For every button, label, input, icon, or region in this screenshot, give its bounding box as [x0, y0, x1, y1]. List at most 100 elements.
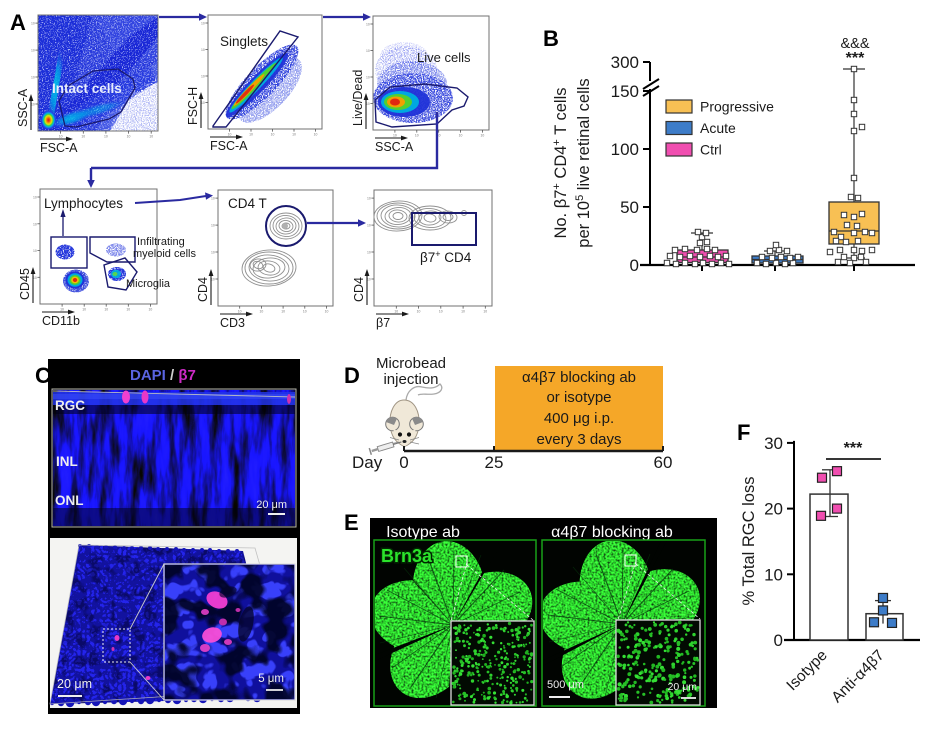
svg-text:10: 10	[211, 197, 215, 201]
svg-text:10: 10	[201, 101, 205, 105]
svg-text:Live/Dead: Live/Dead	[351, 70, 365, 126]
svg-text:50: 50	[620, 198, 639, 217]
svg-text:10: 10	[148, 308, 152, 312]
svg-text:***: ***	[844, 440, 863, 457]
svg-text:β7+ CD4: β7+ CD4	[420, 249, 472, 265]
svg-text:10: 10	[481, 134, 485, 138]
svg-text:300: 300	[611, 53, 639, 72]
svg-text:β7: β7	[376, 316, 390, 330]
svg-text:10: 10	[439, 310, 443, 314]
svg-text:10: 10	[271, 133, 275, 137]
svg-text:Live cells: Live cells	[417, 50, 471, 65]
svg-text:20 μm: 20 μm	[57, 677, 92, 691]
svg-text:10: 10	[483, 310, 487, 314]
svg-text:10: 10	[201, 48, 205, 52]
svg-text:60: 60	[654, 453, 673, 472]
svg-text:10: 10	[211, 224, 215, 228]
svg-text:D: D	[344, 363, 360, 388]
svg-text:10: 10	[249, 133, 253, 137]
svg-text:α4β7 blocking ab: α4β7 blocking ab	[522, 369, 636, 386]
svg-text:myeloid cells: myeloid cells	[133, 248, 196, 260]
svg-text:CD11b: CD11b	[42, 314, 80, 328]
svg-text:10: 10	[31, 76, 35, 80]
svg-text:per 105 live retinal cells: per 105 live retinal cells	[574, 78, 593, 247]
svg-text:10: 10	[201, 21, 205, 25]
svg-text:500 μm: 500 μm	[547, 679, 584, 691]
svg-text:10: 10	[211, 251, 215, 255]
svg-text:10: 10	[104, 308, 108, 312]
svg-text:Isotype ab: Isotype ab	[386, 524, 460, 541]
svg-text:10: 10	[33, 276, 37, 280]
svg-text:injection: injection	[383, 371, 438, 388]
svg-text:INL: INL	[56, 454, 78, 469]
svg-text:10: 10	[367, 197, 371, 201]
svg-text:E: E	[344, 510, 359, 535]
svg-text:10: 10	[81, 135, 85, 139]
svg-text:10: 10	[126, 308, 130, 312]
svg-text:10: 10	[764, 565, 783, 584]
svg-text:B: B	[543, 26, 559, 51]
svg-text:10: 10	[394, 310, 398, 314]
svg-text:30: 30	[764, 434, 783, 453]
svg-text:10: 10	[367, 224, 371, 228]
svg-text:Brn3a: Brn3a	[381, 546, 433, 566]
svg-text:every 3 days: every 3 days	[536, 431, 621, 448]
svg-text:10: 10	[31, 49, 35, 53]
svg-text:10: 10	[325, 310, 329, 314]
svg-text:10: 10	[366, 49, 370, 53]
svg-text:or isotype: or isotype	[546, 389, 611, 406]
svg-text:10: 10	[303, 310, 307, 314]
svg-text:0: 0	[399, 453, 408, 472]
svg-text:Microglia: Microglia	[126, 278, 171, 290]
svg-text:CD4: CD4	[352, 277, 366, 302]
svg-text:10: 10	[31, 103, 35, 107]
svg-text:10: 10	[366, 75, 370, 79]
svg-text:10: 10	[33, 196, 37, 200]
svg-text:C: C	[35, 363, 51, 388]
svg-text:10: 10	[149, 135, 153, 139]
svg-text:A: A	[10, 10, 26, 35]
svg-text:25: 25	[485, 453, 504, 472]
svg-text:SSC-A: SSC-A	[375, 140, 414, 154]
svg-text:DAPI / β7: DAPI / β7	[130, 367, 196, 384]
svg-text:CD4: CD4	[196, 277, 210, 302]
svg-text:Acute: Acute	[700, 120, 736, 136]
svg-text:10: 10	[437, 134, 441, 138]
svg-text:20: 20	[764, 500, 783, 519]
svg-text:***: ***	[846, 50, 865, 67]
svg-text:F: F	[737, 420, 750, 445]
svg-text:10: 10	[366, 22, 370, 26]
svg-text:α4β7 blocking ab: α4β7 blocking ab	[551, 524, 673, 541]
svg-text:FSC-H: FSC-H	[186, 87, 200, 125]
svg-text:10: 10	[281, 310, 285, 314]
svg-text:10: 10	[415, 134, 419, 138]
svg-text:10: 10	[59, 135, 63, 139]
svg-text:FSC-A: FSC-A	[40, 141, 78, 155]
svg-text:CD4 T: CD4 T	[228, 196, 267, 211]
svg-text:10: 10	[393, 134, 397, 138]
svg-text:ONL: ONL	[55, 493, 84, 508]
svg-text:10: 10	[31, 22, 35, 26]
svg-text:10: 10	[82, 308, 86, 312]
svg-text:100: 100	[611, 140, 639, 159]
svg-text:10: 10	[417, 310, 421, 314]
svg-text:10: 10	[211, 278, 215, 282]
svg-text:No. β7+ CD4+ T cells: No. β7+ CD4+ T cells	[551, 87, 570, 238]
svg-text:150: 150	[611, 82, 639, 101]
svg-text:10: 10	[104, 135, 108, 139]
svg-text:20 μm: 20 μm	[256, 499, 287, 511]
svg-text:10: 10	[260, 310, 264, 314]
svg-text:Singlets: Singlets	[220, 34, 268, 49]
svg-text:Day: Day	[352, 453, 383, 472]
svg-text:10: 10	[459, 134, 463, 138]
svg-text:10: 10	[60, 308, 64, 312]
svg-text:Intact cells: Intact cells	[52, 81, 122, 96]
svg-text:20 μm: 20 μm	[668, 681, 698, 693]
svg-text:10: 10	[367, 278, 371, 282]
svg-text:10: 10	[33, 249, 37, 253]
svg-text:FSC-A: FSC-A	[210, 139, 248, 153]
svg-text:SSC-A: SSC-A	[16, 88, 30, 127]
svg-text:5 μm: 5 μm	[258, 673, 284, 685]
svg-text:Microbead: Microbead	[376, 355, 446, 372]
svg-text:10: 10	[314, 133, 318, 137]
